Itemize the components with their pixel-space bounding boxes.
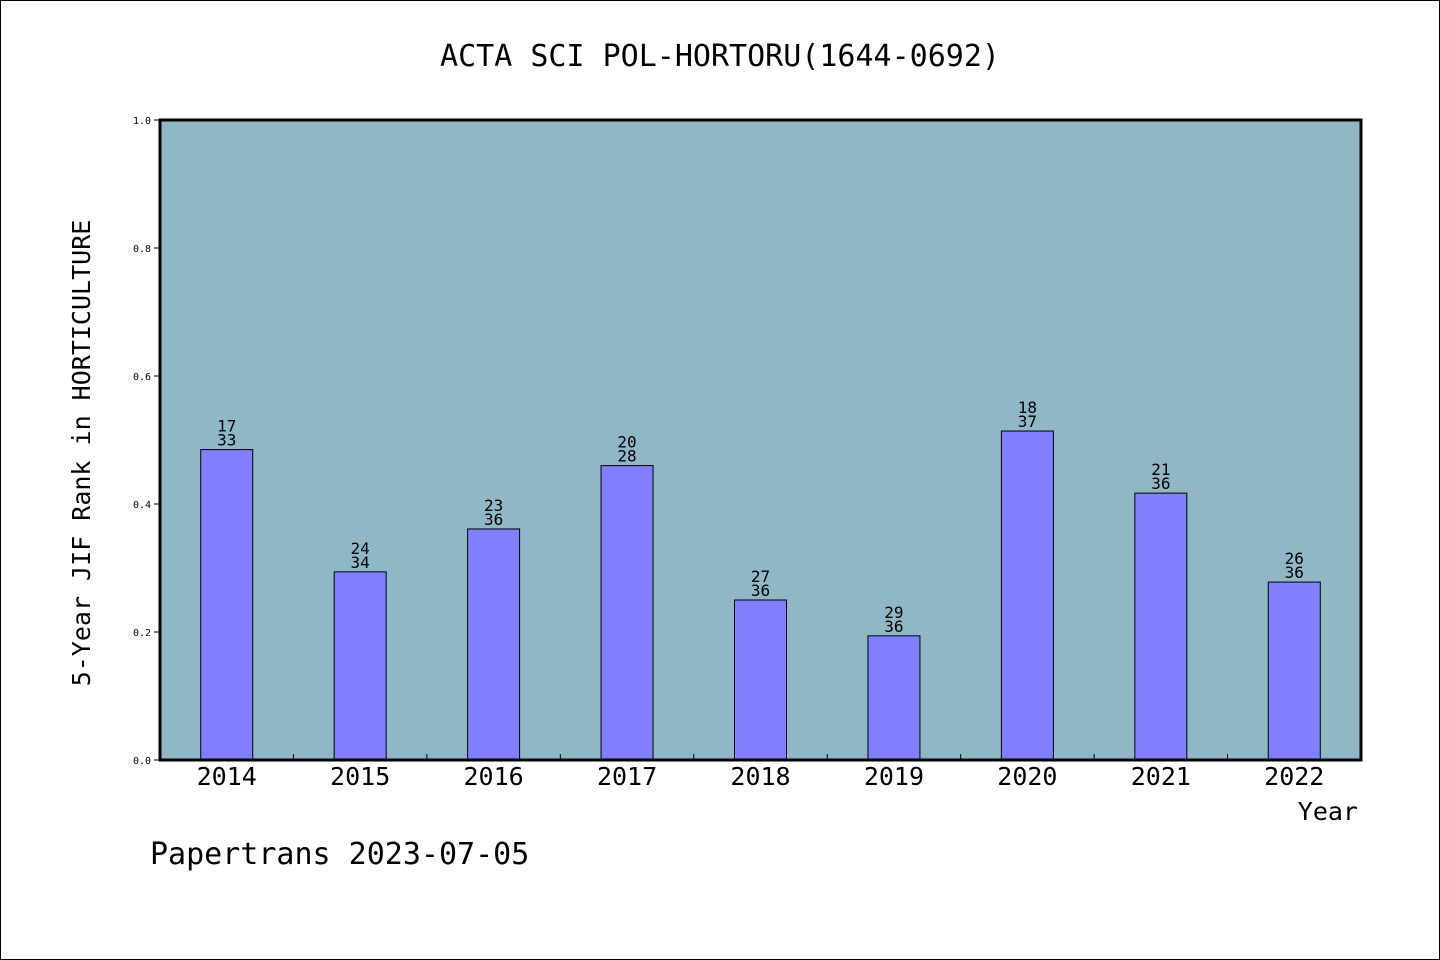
chart-title: ACTA SCI POL-HORTORU(1644-0692) xyxy=(440,39,1000,74)
bar-label-total: 36 xyxy=(1285,563,1304,582)
bar-label-rank: 18 xyxy=(1018,398,1037,417)
bar-label-total: 36 xyxy=(884,617,903,636)
bar-label-rank: 17 xyxy=(217,417,236,436)
bar-2015 xyxy=(333,571,387,761)
bar-label-total: 36 xyxy=(751,581,770,600)
y-tick-label: 0.2 xyxy=(133,628,151,639)
x-axis-label: Year xyxy=(1298,797,1358,826)
y-tick-label: 0.4 xyxy=(133,500,151,511)
bar-label-rank: 29 xyxy=(884,603,903,622)
x-tick-label: 2015 xyxy=(330,762,390,791)
bar-label-total: 28 xyxy=(617,447,636,466)
bar-label-rank: 23 xyxy=(484,496,503,515)
footer-credit: Papertrans 2023-07-05 xyxy=(150,837,529,872)
bar-label-total: 33 xyxy=(217,431,236,450)
x-tick-label: 2022 xyxy=(1264,762,1324,791)
bar-label-total: 36 xyxy=(1151,474,1170,493)
bar-2018 xyxy=(734,599,787,761)
x-tick-label: 2017 xyxy=(597,762,657,791)
x-tick-label: 2018 xyxy=(730,762,790,791)
y-tick-label: 0.6 xyxy=(133,372,151,383)
plot-border xyxy=(158,118,1363,762)
bar-label-rank: 27 xyxy=(751,567,770,586)
y-tick-label: 0.0 xyxy=(133,756,151,767)
bar-label-rank: 26 xyxy=(1285,549,1304,568)
bar-2016 xyxy=(467,528,521,761)
bar-2014 xyxy=(200,449,254,761)
bar-label-total: 37 xyxy=(1018,412,1037,431)
bar-label-rank: 21 xyxy=(1151,460,1170,479)
x-tick-label: 2020 xyxy=(997,762,1057,791)
x-tick-label: 2014 xyxy=(197,762,257,791)
bar-2017 xyxy=(600,465,654,761)
x-tick-label: 2021 xyxy=(1131,762,1191,791)
bar-label-rank: 24 xyxy=(351,539,370,558)
bar-2021 xyxy=(1134,492,1188,761)
bar-label-total: 34 xyxy=(351,553,370,572)
y-tick-label: 0.8 xyxy=(133,244,151,255)
bar-label-total: 36 xyxy=(484,510,503,529)
x-tick-label: 2016 xyxy=(464,762,524,791)
bar-2019 xyxy=(867,635,921,761)
bar-2020 xyxy=(1000,430,1054,761)
bar-2022 xyxy=(1267,581,1321,761)
bar-label-rank: 20 xyxy=(617,433,636,452)
y-axis-label: 5-Year JIF Rank in HORTICULTURE xyxy=(67,220,96,687)
y-tick-label: 1.0 xyxy=(133,116,151,127)
x-tick-label: 2019 xyxy=(864,762,924,791)
